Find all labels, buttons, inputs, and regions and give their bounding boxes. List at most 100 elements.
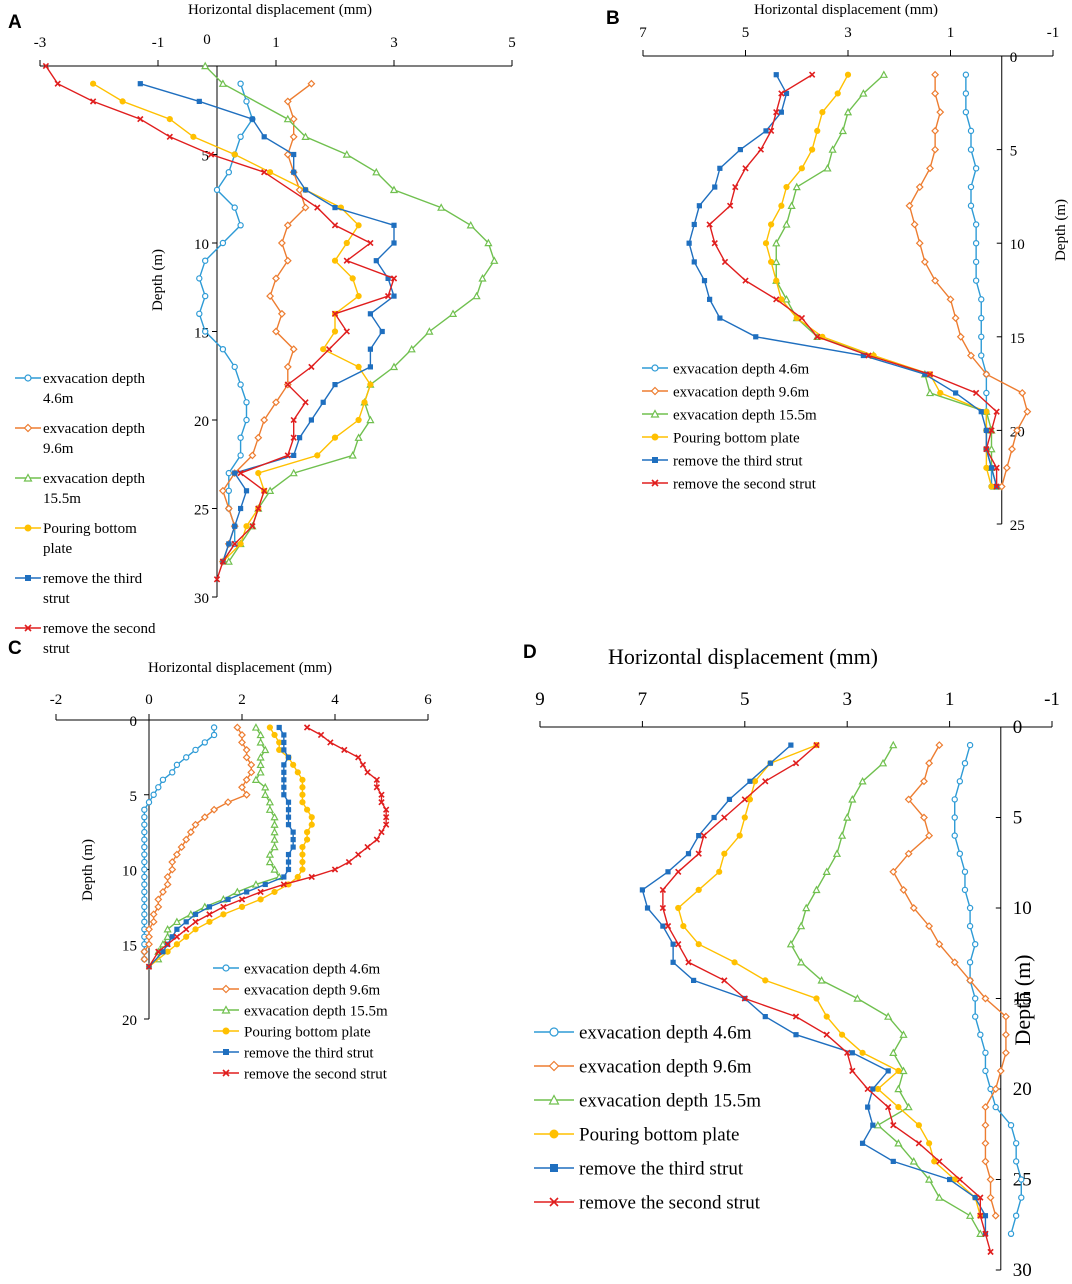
- circle-marker: [978, 352, 985, 359]
- legend-label-line1: exvacation depth: [43, 421, 146, 437]
- triangle-marker: [270, 842, 279, 851]
- cross-marker: [982, 1230, 989, 1237]
- diamond-marker: [899, 885, 908, 894]
- square-marker: [890, 1158, 896, 1164]
- circle-marker: [237, 452, 244, 459]
- square-marker: [639, 887, 645, 893]
- triangle-marker: [348, 451, 357, 459]
- x-tick-label: 9: [535, 689, 545, 710]
- circle-marker: [992, 1103, 999, 1111]
- y-tick-label: 5: [1013, 808, 1023, 829]
- circle-marker: [141, 828, 148, 836]
- square-marker: [25, 575, 31, 581]
- legend-label: exvacation depth 4.6m: [579, 1023, 752, 1044]
- legend-label-line2: strut: [43, 591, 71, 607]
- triangle-marker: [23, 473, 33, 482]
- cross-marker: [798, 314, 806, 322]
- diamond-marker: [1001, 1030, 1010, 1039]
- circle-marker: [956, 850, 964, 857]
- panel-label: C: [8, 638, 22, 659]
- cross-marker: [290, 434, 297, 441]
- cross-marker: [972, 389, 980, 397]
- diamond-marker: [950, 958, 959, 967]
- triangle-marker: [265, 850, 275, 858]
- x-axis-title: Horizontal displacement (mm): [148, 660, 332, 676]
- cross-marker: [659, 886, 667, 894]
- triangle-marker: [265, 857, 275, 866]
- series-6: [42, 62, 398, 583]
- x-tick-label: 5: [742, 25, 750, 41]
- triangle-marker: [256, 738, 265, 746]
- square-marker: [285, 859, 292, 865]
- panel-a: A Horizontal displacement (mm) -3 -1 1 3 5 5 10 1…: [8, 2, 516, 657]
- legend-item: Pouring bottom plate: [213, 1024, 371, 1040]
- y-tick-label: 0: [1013, 717, 1023, 738]
- diamond-marker: [289, 345, 298, 354]
- cross-marker: [778, 90, 785, 97]
- filled-circle-marker: [768, 258, 775, 266]
- triangle-marker: [172, 917, 182, 926]
- triangle-marker: [466, 220, 475, 229]
- diamond-marker: [272, 327, 280, 336]
- diamond-marker: [247, 760, 256, 769]
- circle-marker: [225, 487, 232, 494]
- filled-circle-marker: [355, 222, 362, 229]
- cross-marker: [206, 911, 213, 918]
- cross-marker: [926, 371, 934, 378]
- filled-circle-marker: [24, 524, 32, 532]
- legend-label-line2: strut: [43, 641, 71, 657]
- circle-marker: [1007, 1121, 1015, 1129]
- diamond-marker: [1018, 389, 1027, 397]
- triangle-marker: [218, 79, 228, 87]
- circle-marker: [972, 165, 980, 172]
- cross-marker: [741, 995, 748, 1002]
- square-marker: [711, 814, 717, 821]
- square-marker: [550, 1164, 558, 1172]
- series-5: [686, 72, 1000, 490]
- diamond-marker: [905, 201, 914, 210]
- cross-marker: [864, 1085, 871, 1093]
- x-tick-label: 1: [945, 689, 955, 710]
- cross-marker: [956, 1176, 964, 1183]
- square-marker: [982, 1213, 989, 1219]
- cross-marker: [237, 469, 244, 477]
- square-marker: [788, 742, 794, 748]
- filled-circle-marker: [741, 814, 748, 821]
- filled-circle-marker: [331, 257, 339, 264]
- cross-marker: [390, 275, 398, 282]
- square-marker: [223, 1049, 229, 1055]
- triangle-marker: [812, 885, 821, 894]
- square-marker: [367, 311, 373, 317]
- diamond-marker: [926, 164, 934, 173]
- diamond-marker: [1008, 445, 1016, 454]
- legend-item: remove the third strut: [642, 453, 803, 469]
- filled-circle-marker: [304, 836, 311, 843]
- y-tick-label: 5: [130, 789, 138, 805]
- diamond-marker: [233, 723, 242, 732]
- cross-marker: [327, 739, 334, 746]
- triangle-marker: [270, 865, 279, 873]
- circle-marker: [141, 836, 148, 843]
- square-marker: [978, 409, 984, 415]
- diamond-marker: [149, 917, 158, 926]
- series-2: [905, 70, 1032, 491]
- diamond-marker: [301, 203, 310, 212]
- circle-marker: [219, 239, 227, 247]
- diamond-marker: [925, 831, 934, 840]
- filled-circle-marker: [355, 363, 362, 370]
- circle-marker: [196, 275, 203, 282]
- diamond-marker: [266, 292, 275, 301]
- x-tick-label: -2: [50, 692, 63, 708]
- square-marker: [865, 1104, 871, 1110]
- circle-marker: [225, 168, 232, 176]
- diamond-marker: [1013, 426, 1022, 435]
- diamond-marker: [149, 910, 158, 919]
- square-marker: [206, 904, 213, 910]
- series-6: [145, 724, 390, 970]
- x-tick-label: -3: [34, 35, 47, 51]
- legend-label-line2: 9.6m: [43, 441, 74, 457]
- panel-label: B: [606, 8, 620, 29]
- filled-circle-marker: [768, 221, 775, 228]
- triangle-marker: [894, 1138, 903, 1147]
- circle-marker: [169, 769, 176, 776]
